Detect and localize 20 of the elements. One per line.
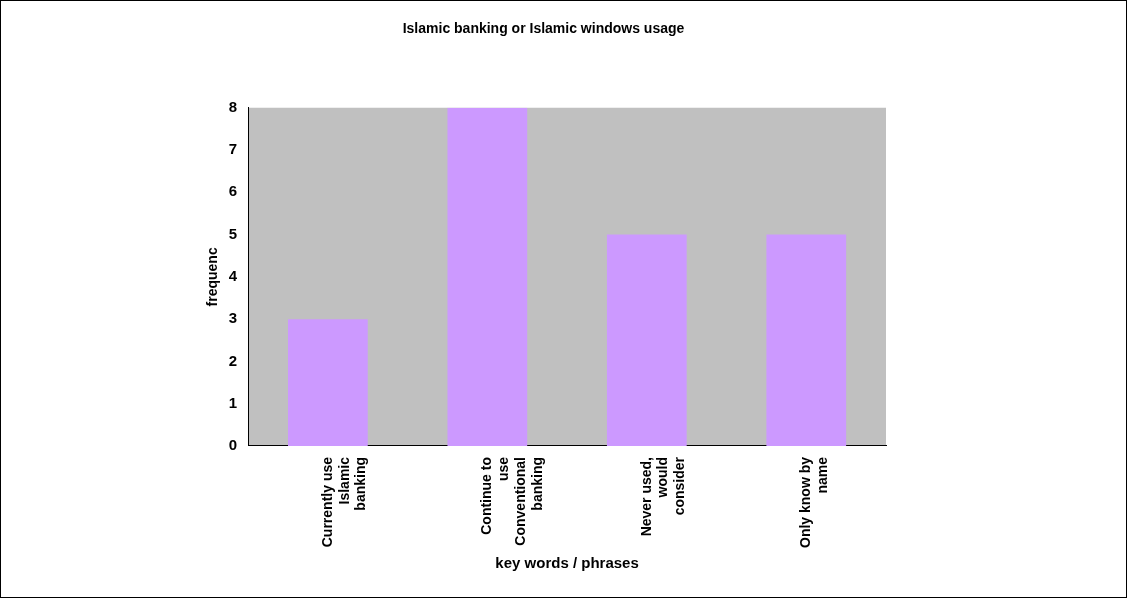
chart-title: Islamic banking or Islamic windows usage xyxy=(402,20,685,37)
x-tick-label: Only know by name xyxy=(797,456,830,548)
bar xyxy=(766,234,847,446)
x-tick-label: Continue to use Conventional banking xyxy=(478,456,545,546)
y-tick-label: 6 xyxy=(228,182,238,200)
y-tick-label: 0 xyxy=(228,436,238,454)
bar xyxy=(606,234,687,446)
y-tick-label: 7 xyxy=(228,140,238,158)
x-axis-title: key words / phrases xyxy=(495,554,639,572)
y-tick-label: 5 xyxy=(228,224,238,242)
y-tick-label: 4 xyxy=(228,267,238,285)
y-axis-title: frequenc xyxy=(204,247,221,307)
y-tick-label: 1 xyxy=(228,393,238,411)
x-tick-label: Never used, would consider xyxy=(637,456,688,537)
y-tick-label: 2 xyxy=(228,351,238,369)
bar xyxy=(447,107,528,446)
y-tick-label: 3 xyxy=(228,309,238,327)
bar xyxy=(288,319,368,446)
x-tick-label: Currently use Islamic banking xyxy=(318,456,369,548)
y-tick-label: 8 xyxy=(228,97,238,115)
